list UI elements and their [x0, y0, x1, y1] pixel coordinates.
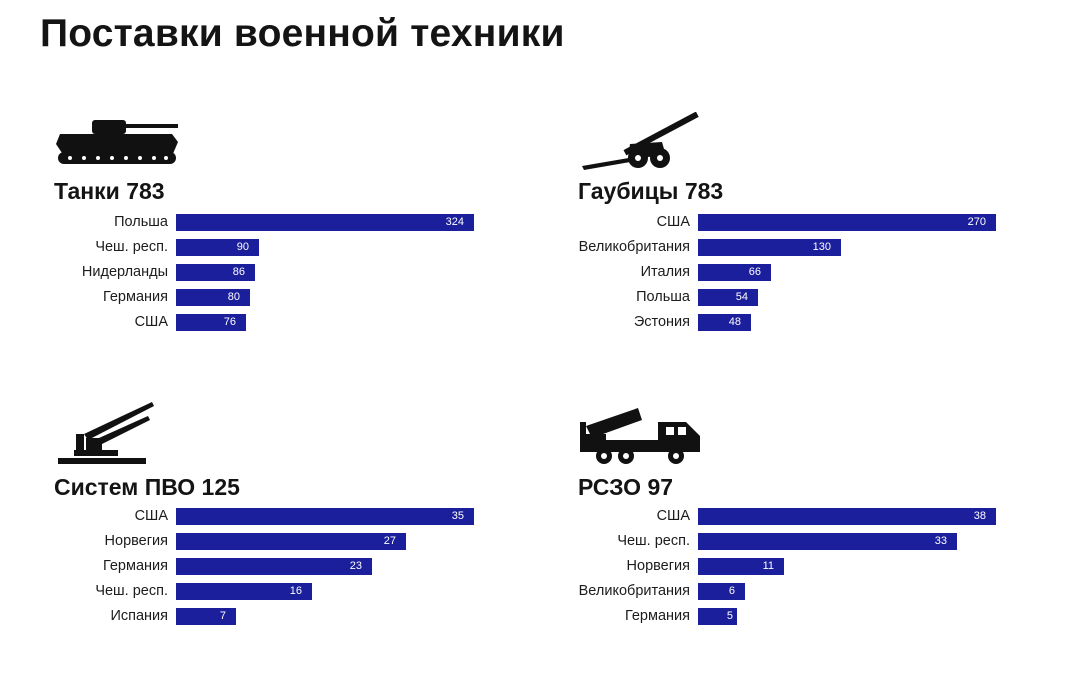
category-label: США	[134, 314, 168, 330]
category-label: Норвегия	[104, 533, 168, 549]
bar-value-label: 7	[219, 610, 226, 622]
bar-value-label: 66	[748, 266, 761, 278]
chart-panel-air-defense: Систем ПВО 125 США 35 Норвегия 27 Германия 23…	[40, 400, 520, 680]
bar-row: Германия 23	[40, 556, 520, 581]
bar	[176, 558, 372, 575]
bar	[176, 314, 246, 331]
bar	[698, 583, 745, 600]
category-label: Чеш. респ.	[95, 239, 168, 255]
chart-title: Систем ПВО 125	[54, 474, 240, 500]
chart-panel-howitzers: Гаубицы 783 США 270 Великобритания 130 Итали…	[562, 112, 1042, 392]
category-label: Чеш. респ.	[617, 533, 690, 549]
category-label: Нидерланды	[81, 264, 168, 280]
bar-rows: США 38 Чеш. респ. 33 Норвегия 11 Великобритани…	[562, 506, 1042, 631]
bar-value-label: 35	[451, 510, 464, 522]
bar-row: Германия 5	[562, 606, 1042, 631]
chart-panel-tanks: Танки 783 Польша 324 Чеш. респ. 90 Нидерланд…	[40, 112, 520, 392]
bar	[176, 289, 250, 306]
bar-row: Польша 54	[562, 287, 1042, 312]
air-defense-icon	[58, 402, 154, 464]
chart-title: Гаубицы 783	[578, 178, 724, 204]
bar	[698, 608, 737, 625]
bar	[698, 558, 784, 575]
page-title: Поставки военной техники	[40, 12, 565, 55]
bar-value-label: 54	[735, 291, 748, 303]
category-label: Испания	[110, 608, 168, 624]
bar-row: Испания 7	[40, 606, 520, 631]
bar-rows: США 270 Великобритания 130 Италия 66 Польша 54 Э…	[562, 212, 1042, 337]
bar-row: Чеш. респ. 90	[40, 237, 520, 262]
chart-title: РСЗО 97	[578, 474, 674, 500]
bar-value-label: 38	[973, 510, 986, 522]
bar-value-label: 130	[812, 241, 831, 253]
chart-panel-mlrs: РСЗО 97 США 38 Чеш. респ. 33 Норвегия 11 Велик…	[562, 400, 1042, 680]
bar-value-label: 5	[726, 610, 733, 622]
bar	[698, 214, 996, 231]
bar-value-label: 270	[967, 216, 986, 228]
bar-row: Нидерланды 86	[40, 262, 520, 287]
category-label: Норвегия	[626, 558, 690, 574]
bar	[176, 214, 474, 231]
bar	[698, 533, 957, 550]
bar-value-label: 86	[232, 266, 245, 278]
category-label: США	[656, 508, 690, 524]
bar-value-label: 11	[762, 560, 774, 572]
category-label: Италия	[640, 264, 690, 280]
bar-row: Чеш. респ. 33	[562, 531, 1042, 556]
category-label: Польша	[114, 214, 168, 230]
bar	[176, 608, 236, 625]
bar-rows: США 35 Норвегия 27 Германия 23 Чеш. респ. 16 Исп…	[40, 506, 520, 631]
category-label: Эстония	[633, 314, 690, 330]
bar	[176, 583, 312, 600]
tank-icon	[56, 120, 178, 164]
category-label: Германия	[102, 558, 168, 574]
bar-row: Норвегия 11	[562, 556, 1042, 581]
bar-value-label: 80	[227, 291, 240, 303]
bar-value-label: 48	[728, 316, 741, 328]
bar	[698, 264, 771, 281]
category-label: Великобритания	[578, 583, 690, 599]
bar	[698, 508, 996, 525]
mlrs-truck-icon	[580, 408, 700, 464]
category-label: Германия	[624, 608, 690, 624]
category-label: США	[134, 508, 168, 524]
bar-row: Великобритания 130	[562, 237, 1042, 262]
category-label: Польша	[636, 289, 690, 305]
bar-row: США 76	[40, 312, 520, 337]
bar	[698, 314, 751, 331]
bar-row: Норвегия 27	[40, 531, 520, 556]
category-label: Великобритания	[578, 239, 690, 255]
bar	[176, 508, 474, 525]
bar	[698, 289, 758, 306]
bar-value-label: 23	[349, 560, 362, 572]
bar-value-label: 6	[728, 585, 735, 597]
bar-value-label: 324	[445, 216, 464, 228]
bar	[698, 239, 841, 256]
bar-value-label: 27	[383, 535, 396, 547]
bar	[176, 533, 406, 550]
bar-rows: Польша 324 Чеш. респ. 90 Нидерланды 86 Германи…	[40, 212, 520, 337]
bar-value-label: 90	[236, 241, 249, 253]
bar-row: США 38	[562, 506, 1042, 531]
bar-value-label: 16	[289, 585, 302, 597]
bar-row: Чеш. респ. 16	[40, 581, 520, 606]
bar	[176, 239, 259, 256]
bar-value-label: 33	[934, 535, 947, 547]
bar	[176, 264, 255, 281]
bar-value-label: 76	[223, 316, 236, 328]
category-label: Чеш. респ.	[95, 583, 168, 599]
bar-row: Эстония 48	[562, 312, 1042, 337]
chart-title: Танки 783	[54, 178, 165, 204]
bar-row: Италия 66	[562, 262, 1042, 287]
bar-row: США 35	[40, 506, 520, 531]
bar-row: Германия 80	[40, 287, 520, 312]
howitzer-icon	[582, 112, 699, 170]
category-label: США	[656, 214, 690, 230]
bar-row: США 270	[562, 212, 1042, 237]
bar-row: Великобритания 6	[562, 581, 1042, 606]
bar-row: Польша 324	[40, 212, 520, 237]
category-label: Германия	[102, 289, 168, 305]
